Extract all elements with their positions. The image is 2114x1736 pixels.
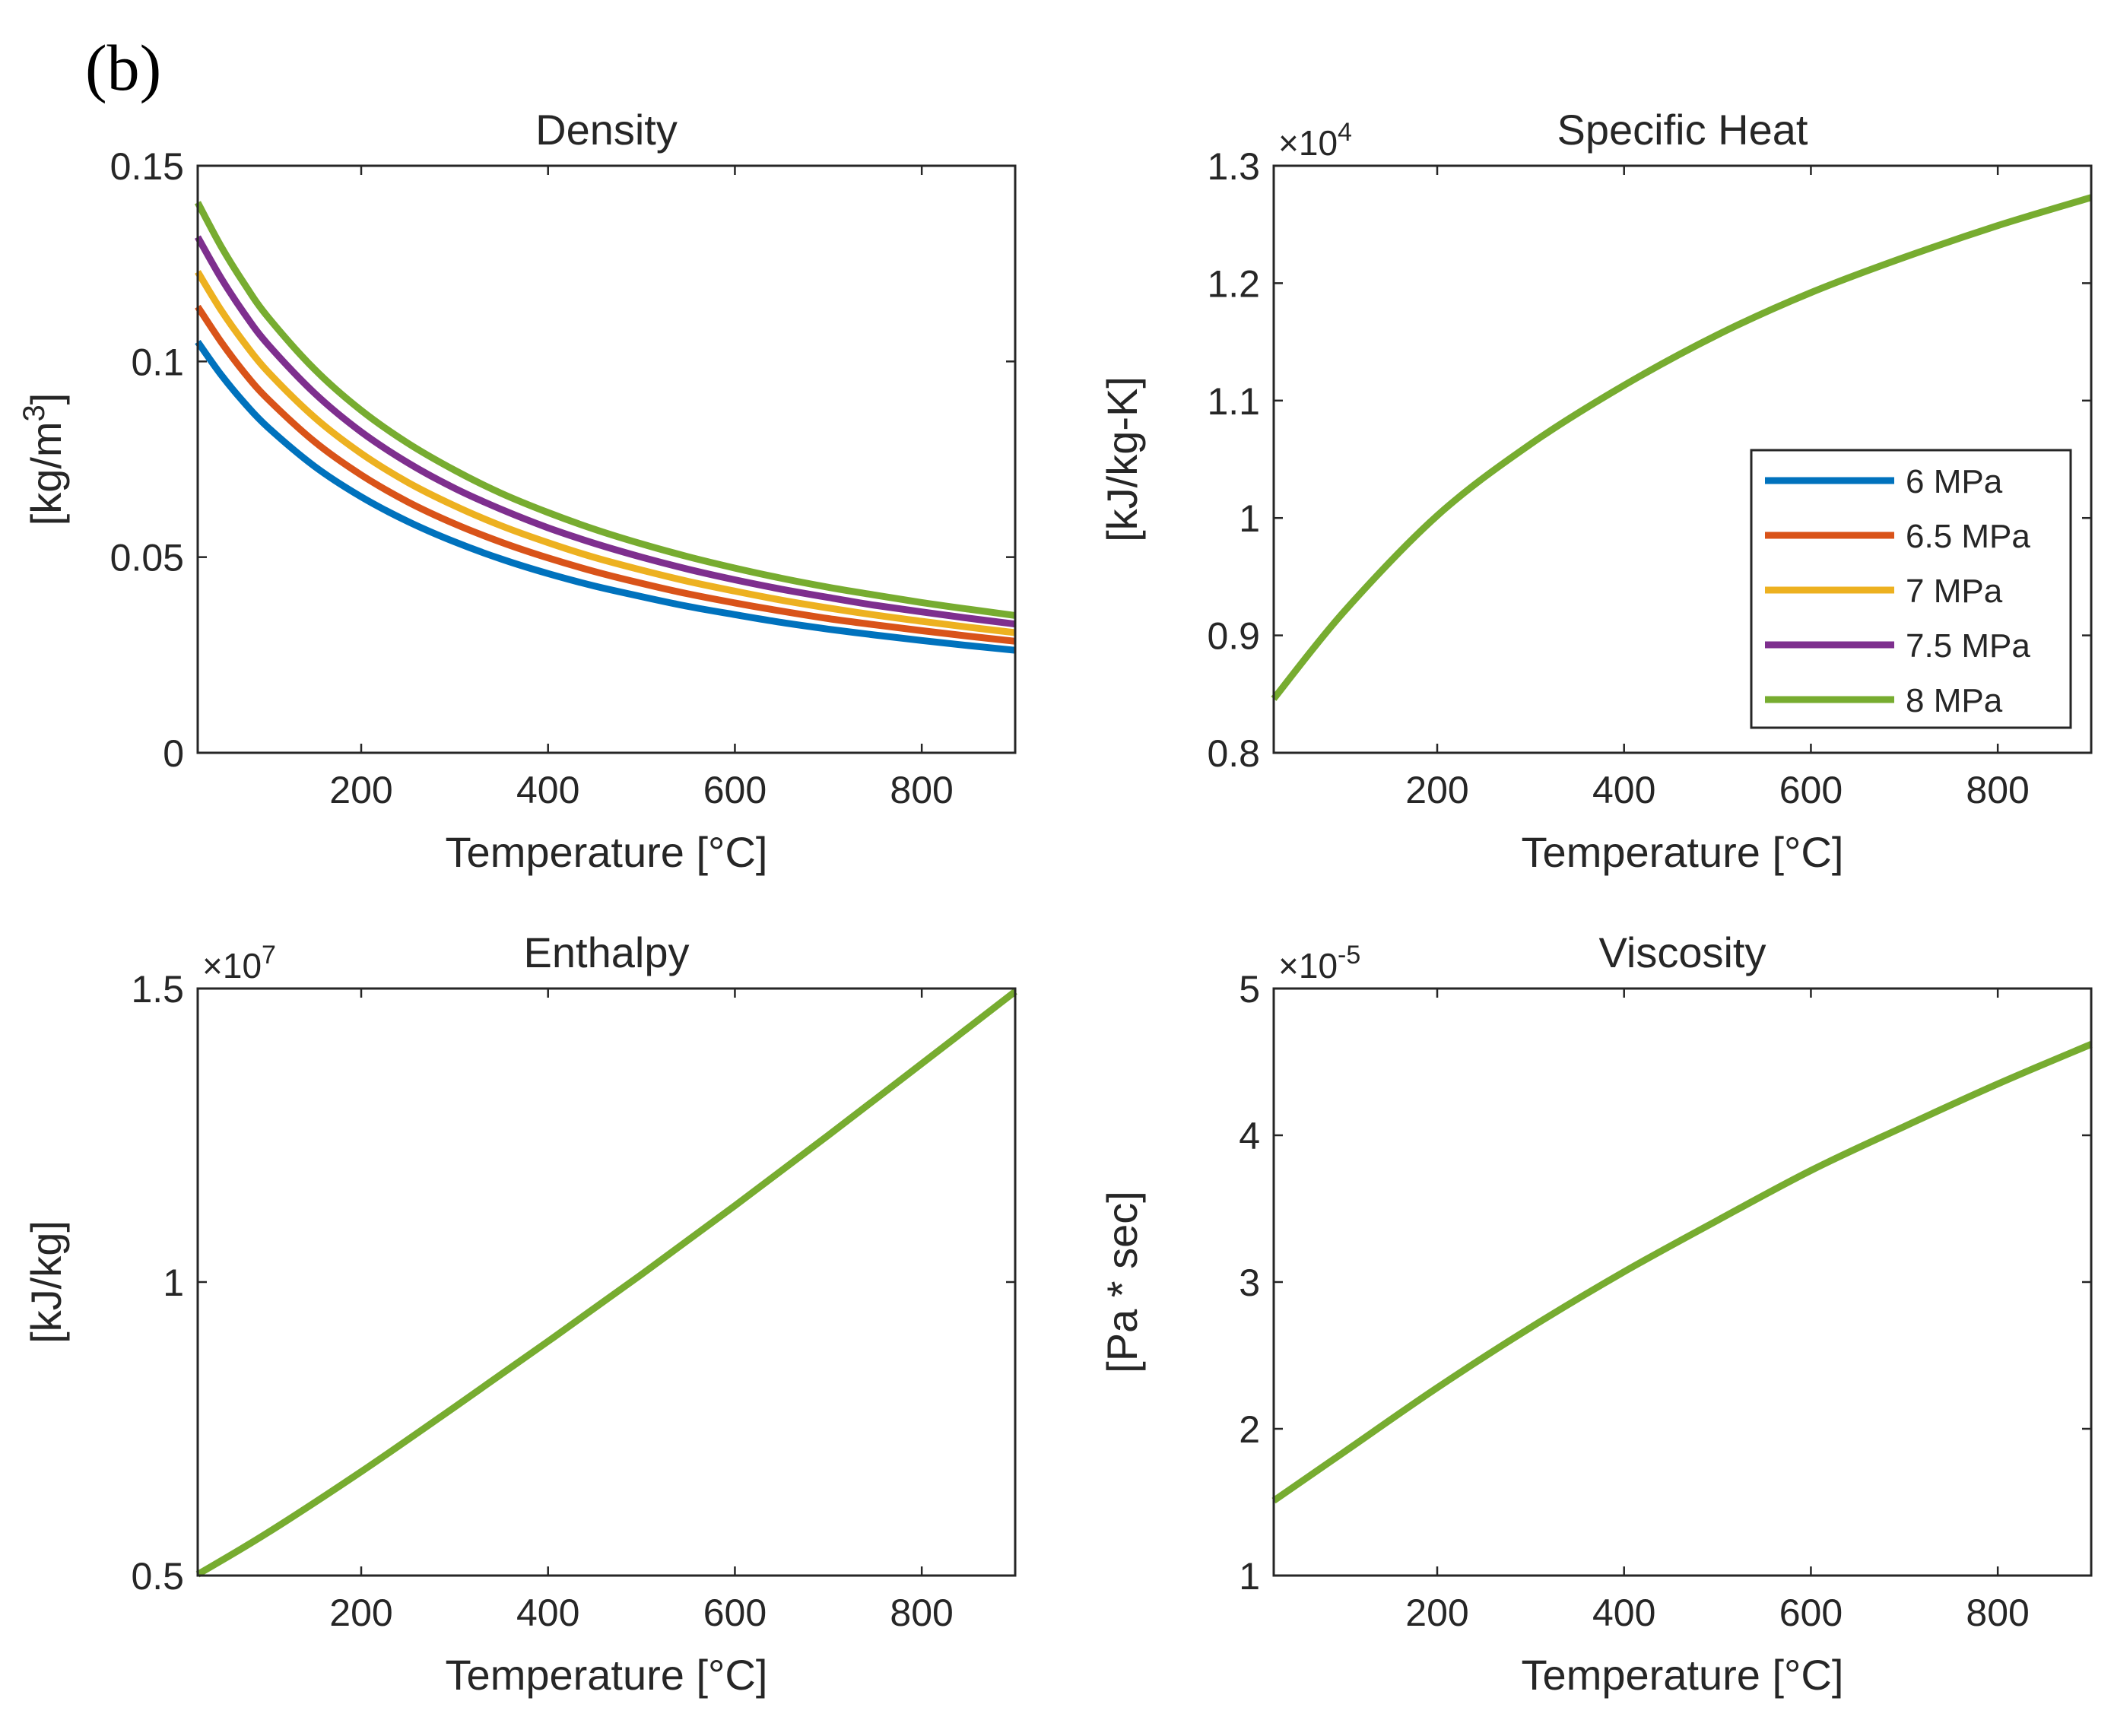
legend-label: 7.5 MPa (1906, 627, 2030, 665)
panel-label: (b) (85, 31, 161, 104)
x-tick-label: 800 (1966, 769, 2029, 811)
legend: 6 MPa 6.5 MPa 7 MPa 7.5 MPa 8 MPa (1750, 449, 2072, 729)
x-tick-label: 800 (1966, 1592, 2029, 1634)
chart-title: Viscosity (1599, 928, 1766, 976)
y-axis-label: [kJ/kg] (22, 1220, 70, 1344)
x-tick-label: 400 (1592, 1592, 1655, 1634)
x-axis-label: Temperature [°C] (1522, 1651, 1844, 1699)
y-tick-label: 0.05 (110, 537, 184, 579)
legend-label: 7 MPa (1906, 573, 2003, 610)
y-tick-label: 0.5 (131, 1555, 184, 1598)
y-tick-label: 0.9 (1207, 615, 1260, 658)
chart-title: Density (535, 106, 678, 154)
y-axis-label: [kJ/kg-K] (1098, 376, 1146, 542)
x-tick-label: 400 (1592, 769, 1655, 811)
series-line-7-5-mpa (195, 235, 1016, 628)
y-tick-label: 0.8 (1207, 732, 1260, 775)
series-line-8-mpa (1271, 1041, 2093, 1504)
x-tick-label: 600 (1779, 769, 1843, 811)
x-tick-label: 200 (329, 1592, 392, 1634)
x-tick-label: 800 (890, 769, 953, 811)
y-tick-label: 1.5 (131, 968, 184, 1011)
axes-box (1272, 164, 2093, 754)
y-tick-label: 4 (1239, 1115, 1260, 1157)
y-axis-exponent: ×107 (202, 941, 276, 985)
series-line-6-mpa (195, 339, 1016, 654)
y-tick-label: 0.1 (131, 341, 184, 383)
chart-title: Enthalpy (524, 928, 690, 976)
x-axis-label: Temperature [°C] (446, 828, 768, 876)
x-tick-label: 800 (890, 1592, 953, 1634)
y-axis-exponent: ×104 (1278, 118, 1352, 163)
y-tick-label: 1 (163, 1262, 184, 1304)
series-line-8-mpa (1271, 194, 2093, 701)
x-tick-label: 400 (516, 1592, 579, 1634)
y-tick-label: 1.3 (1207, 145, 1260, 188)
chart-density: Density 200 400 600 800 0 0.05 0.1 0.15 Temperatu… (17, 106, 1017, 876)
chart-enthalpy: Enthalpy 200 400 600 800 0.5 1 1.5 Temperature [… (22, 928, 1017, 1699)
axes-box (196, 987, 1017, 1577)
legend-label: 6.5 MPa (1906, 518, 2030, 555)
y-axis-label: [kg/m3] (17, 393, 70, 526)
series-line-8-mpa (195, 989, 1017, 1578)
y-tick-label: 5 (1239, 968, 1260, 1011)
x-tick-label: 600 (703, 769, 767, 811)
legend-label: 6 MPa (1906, 463, 2003, 500)
y-tick-label: 2 (1239, 1408, 1260, 1451)
y-tick-label: 3 (1239, 1262, 1260, 1304)
y-tick-label: 0.15 (110, 145, 184, 188)
chart-specific-heat: Specific Heat 200 400 600 800 0.8 0.9 1 1.1 1.2 1.… (1098, 106, 2093, 876)
y-axis-label: [Pa * sec] (1098, 1191, 1146, 1373)
series-line-8-mpa (195, 201, 1016, 619)
x-tick-label: 600 (703, 1592, 767, 1634)
x-axis-label: Temperature [°C] (1522, 828, 1844, 876)
x-tick-label: 600 (1779, 1592, 1843, 1634)
axes-box (1272, 987, 2093, 1577)
y-tick-label: 1 (1239, 1555, 1260, 1598)
chart-viscosity: Viscosity 200 400 600 800 1 2 3 4 5 Temperature [°… (1098, 928, 2093, 1699)
x-tick-label: 200 (1405, 769, 1468, 811)
y-tick-label: 1 (1239, 497, 1260, 540)
series-line-6-5-mpa (195, 304, 1016, 645)
y-tick-label: 1.2 (1207, 262, 1260, 305)
y-tick-label: 0 (163, 732, 184, 775)
legend-label: 8 MPa (1906, 682, 2003, 719)
x-tick-label: 400 (516, 769, 579, 811)
x-axis-label: Temperature [°C] (446, 1651, 768, 1699)
x-tick-label: 200 (1405, 1592, 1468, 1634)
series-line-7-mpa (195, 270, 1016, 636)
x-tick-label: 200 (329, 769, 392, 811)
chart-title: Specific Heat (1557, 106, 1808, 154)
y-axis-exponent: ×10-5 (1278, 941, 1360, 985)
axes-box (196, 164, 1017, 754)
y-tick-label: 1.1 (1207, 380, 1260, 423)
charts-grid: Density 200 400 600 800 0 0.05 0.1 0.15 Temperatu… (17, 106, 2093, 1699)
